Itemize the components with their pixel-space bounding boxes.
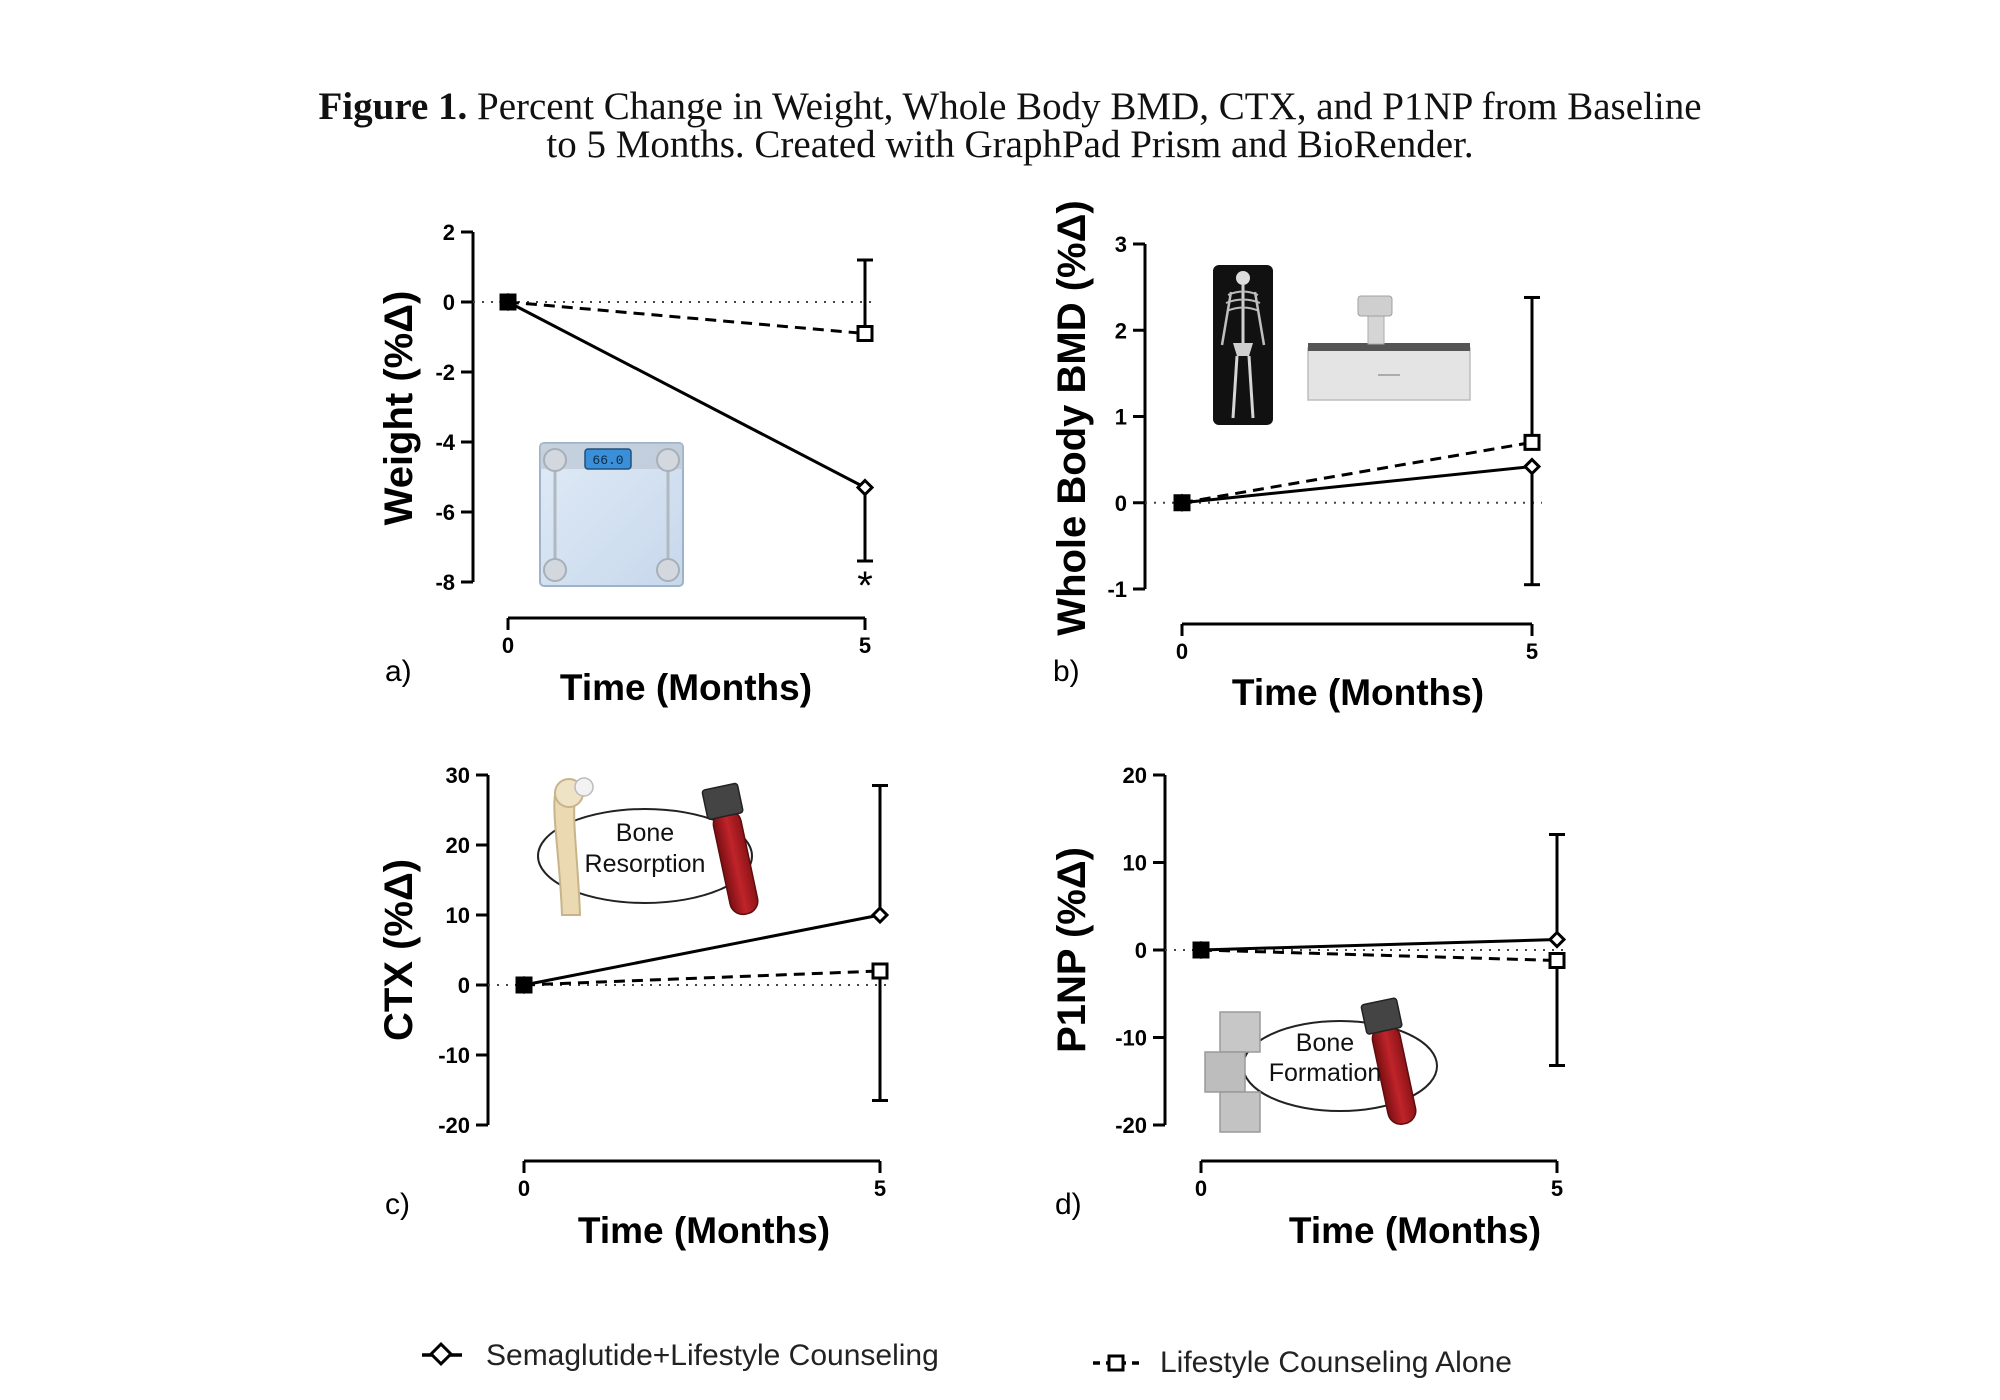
series-line (1181, 465, 1533, 505)
dxa-illustration (1213, 265, 1471, 425)
y-tick-label: 1 (1115, 405, 1127, 430)
series-line (523, 969, 881, 987)
x-axis-title: Time (Months) (1232, 672, 1484, 713)
series-line (507, 300, 866, 489)
data-point-square (1192, 941, 1210, 959)
y-tick-label: 0 (1135, 938, 1147, 963)
y-tick-label: 3 (1115, 232, 1127, 257)
chart-panel-4: 20 10 0 -10 -20 0 5 Time (Months) P1NP (%Δ) d) (1050, 763, 1567, 1251)
data-point-diamond (1547, 930, 1567, 949)
y-axis-title: Whole Body BMD (%Δ) (1050, 200, 1094, 635)
scale-display-text: 66.0 (592, 453, 623, 468)
x-tick-label: 5 (874, 1176, 886, 1201)
significance-marker: * (857, 564, 873, 608)
y-tick-label: -4 (435, 430, 455, 455)
y-tick-label: 20 (1123, 763, 1147, 788)
y-tick-label: 0 (443, 290, 455, 315)
series-lifestyle (1173, 295, 1541, 512)
y-tick-label: -20 (438, 1113, 470, 1138)
x-tick-label: 5 (1551, 1176, 1563, 1201)
y-tick-label: 10 (1123, 851, 1147, 876)
caption-text: Percent Change in Weight, Whole Body BMD… (467, 85, 1702, 166)
x-axis-title: Time (Months) (578, 1210, 830, 1251)
figure-caption: Figure 1. Percent Change in Weight, Whol… (300, 85, 1720, 166)
y-tick-label: 10 (446, 903, 470, 928)
legend-item-semaglutide: Semaglutide+Lifestyle Counseling (422, 1339, 939, 1372)
y-tick-label: 2 (1115, 318, 1127, 343)
y-tick-label: 0 (1115, 491, 1127, 516)
y-tick-label: -2 (435, 360, 455, 385)
data-point-square (1548, 952, 1566, 969)
bone-resorption-line2: Resorption (585, 850, 706, 878)
bone-formation-illustration: Bone Formation (1204, 997, 1438, 1133)
y-tick-label: 30 (446, 763, 470, 788)
legend-marker-square (1107, 1354, 1125, 1372)
panel-label: a) (385, 655, 412, 688)
x-tick-label: 0 (518, 1176, 530, 1201)
data-point-square (499, 293, 517, 311)
series-line (1200, 938, 1558, 952)
chart-panel-2: 3 2 1 0 -1 0 5 Time (Months) Whole Body BMD (%Δ)… (1050, 200, 1542, 713)
data-point-square (1173, 494, 1191, 512)
legend-marker-diamond (428, 1341, 454, 1367)
series-line (1181, 440, 1533, 505)
legend-label-lifestyle: Lifestyle Counseling Alone (1160, 1346, 1512, 1379)
series-lifestyle (515, 962, 889, 1102)
data-point-square (871, 962, 889, 980)
y-axis-title: P1NP (%Δ) (1050, 847, 1094, 1053)
scale-illustration: 66.0 (539, 442, 684, 587)
bone-resorption-line1: Bone (616, 819, 674, 847)
series-semaglutide (1172, 457, 1542, 587)
y-tick-label: -10 (1115, 1026, 1147, 1051)
data-point-diamond (855, 478, 875, 497)
y-tick-label: -1 (1107, 577, 1127, 602)
panel-label: b) (1053, 655, 1080, 688)
x-tick-label: 5 (1526, 639, 1538, 664)
panel-label: c) (385, 1188, 410, 1221)
data-point-square (515, 976, 533, 994)
x-tick-label: 0 (1176, 639, 1188, 664)
y-tick-label: -8 (435, 570, 455, 595)
bone-resorption-illustration: Bone Resorption (537, 777, 759, 916)
data-point-diamond (870, 905, 890, 925)
series-semaglutide (1191, 833, 1567, 960)
series-line (523, 913, 881, 987)
y-tick-label: -10 (438, 1043, 470, 1068)
panel-label: d) (1055, 1188, 1082, 1221)
series-line (507, 300, 866, 335)
y-tick-label: 20 (446, 833, 470, 858)
x-tick-label: 5 (859, 633, 871, 658)
legend-item-lifestyle: Lifestyle Counseling Alone (1093, 1346, 1512, 1379)
series-line (1200, 948, 1558, 962)
x-tick-label: 0 (502, 633, 514, 658)
y-tick-label: -20 (1115, 1113, 1147, 1138)
chart-panel-3: 30 20 10 0 -10 -20 0 5 Time (Months) CTX (%Δ) c) (377, 763, 890, 1251)
bone-formation-line2: Formation (1269, 1059, 1382, 1087)
legend: Semaglutide+Lifestyle Counseling Lifesty… (422, 1339, 1512, 1379)
y-axis-title: Weight (%Δ) (377, 291, 421, 526)
data-point-diamond (1522, 457, 1542, 476)
x-tick-label: 0 (1195, 1176, 1207, 1201)
y-axis-title: CTX (%Δ) (377, 859, 421, 1041)
x-axis-title: Time (Months) (1289, 1210, 1541, 1251)
data-point-square (856, 325, 874, 342)
series-lifestyle (499, 258, 874, 342)
data-point-square (1523, 433, 1541, 451)
x-axis-title: Time (Months) (560, 667, 812, 708)
series-lifestyle (1192, 941, 1566, 1067)
y-tick-label: 2 (443, 220, 455, 245)
bone-formation-line1: Bone (1296, 1029, 1354, 1057)
y-tick-label: -6 (435, 500, 455, 525)
chart-panel-1: 2 0 -2 -4 -6 -8 0 5 Time (Months) Weight (%Δ) a) * (377, 220, 875, 708)
caption-label: Figure 1. (318, 85, 468, 128)
legend-label-semaglutide: Semaglutide+Lifestyle Counseling (486, 1339, 939, 1372)
y-tick-label: 0 (458, 973, 470, 998)
